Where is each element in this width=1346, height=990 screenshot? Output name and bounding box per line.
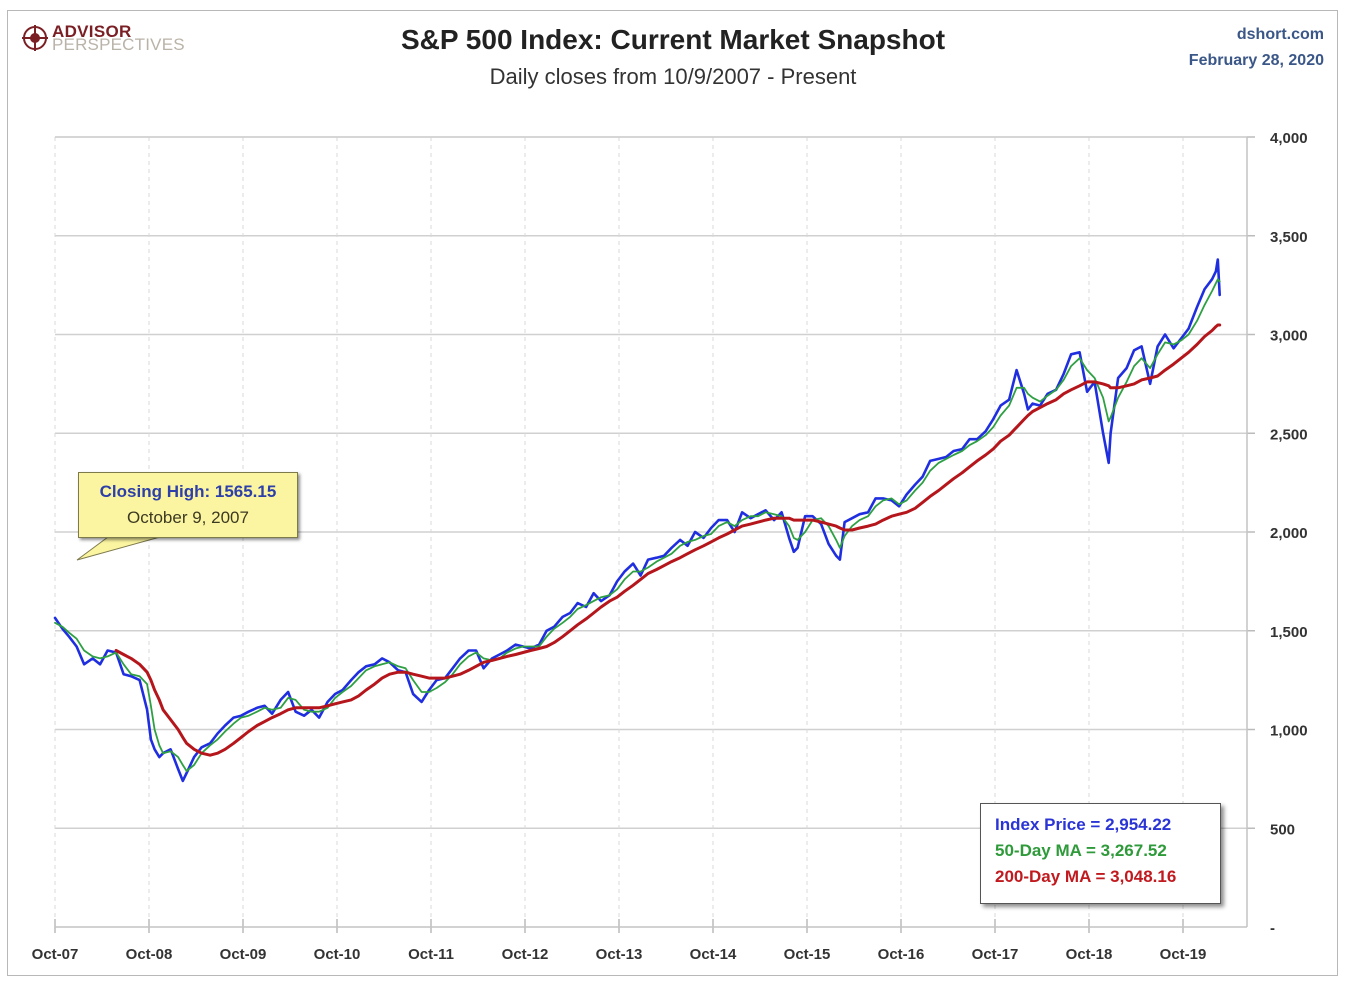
x-tick-label: Oct-19 xyxy=(1160,946,1207,963)
closing-high-callout: Closing High: 1565.15 October 9, 2007 xyxy=(78,472,298,538)
chart-title: S&P 500 Index: Current Market Snapshot xyxy=(400,24,946,55)
callout-tail xyxy=(76,536,161,561)
y-tick-label: 2,500 xyxy=(1270,426,1308,443)
y-tick-label: 3,000 xyxy=(1270,328,1308,345)
closing-high-value: Closing High: 1565.15 xyxy=(99,482,277,501)
series-200-day-ma xyxy=(114,323,1222,757)
x-tick-label: Oct-16 xyxy=(878,946,925,963)
legend-50day-ma: 50-Day MA = 3,267.52 xyxy=(995,841,1167,860)
series-lines xyxy=(53,258,1222,783)
legend-200day-ma: 200-Day MA = 3,048.16 xyxy=(995,867,1177,886)
x-tick-label: Oct-12 xyxy=(502,946,549,963)
y-tick-label: - xyxy=(1270,920,1275,937)
y-tick-labels: - 500 1,000 1,500 2,000 2,500 3,000 3,500 4,000 xyxy=(1270,130,1308,937)
x-tick-label: Oct-08 xyxy=(126,946,173,963)
y-tick-label: 1,000 xyxy=(1270,723,1308,740)
x-tick-label: Oct-13 xyxy=(596,946,643,963)
y-tick-label: 3,500 xyxy=(1270,229,1308,246)
logo-line2: PERSPECTIVES xyxy=(52,35,185,54)
y-tick-label: 1,500 xyxy=(1270,624,1308,641)
legend-index-price: Index Price = 2,954.22 xyxy=(995,815,1172,834)
callout-pointer xyxy=(76,536,161,561)
y-tick-label: 2,000 xyxy=(1270,525,1308,542)
y-tick-label: 500 xyxy=(1270,821,1295,838)
x-tick-label: Oct-10 xyxy=(314,946,361,963)
x-tick-labels: Oct-07 Oct-08 Oct-09 Oct-10 Oct-11 Oct-12 Oct-… xyxy=(32,946,1207,963)
axes xyxy=(54,136,1255,933)
compass-logo-icon xyxy=(22,25,48,51)
x-tick-label: Oct-18 xyxy=(1066,946,1113,963)
x-tick-label: Oct-09 xyxy=(220,946,267,963)
series-50-day-ma xyxy=(54,278,1221,772)
x-tick-label: Oct-17 xyxy=(972,946,1019,963)
source-label: dshort.com xyxy=(1236,26,1324,43)
legend-box: Index Price = 2,954.22 50-Day MA = 3,267… xyxy=(980,803,1221,904)
advisor-perspectives-logo: ADVISOR PERSPECTIVES xyxy=(22,22,185,54)
x-tick-label: Oct-11 xyxy=(408,946,454,963)
x-tick-label: Oct-07 xyxy=(32,946,79,963)
source-block: dshort.com February 28, 2020 xyxy=(1189,22,1324,74)
x-tick-label: Oct-14 xyxy=(690,946,737,963)
x-tick-label: Oct-15 xyxy=(784,946,831,963)
chart-date: February 28, 2020 xyxy=(1188,52,1324,69)
closing-high-date: October 9, 2007 xyxy=(127,508,249,527)
series-index-price xyxy=(53,258,1221,783)
logo-line1: ADVISOR xyxy=(52,22,132,41)
chart-subtitle: Daily closes from 10/9/2007 - Present xyxy=(489,64,857,89)
y-tick-label: 4,000 xyxy=(1270,130,1308,147)
